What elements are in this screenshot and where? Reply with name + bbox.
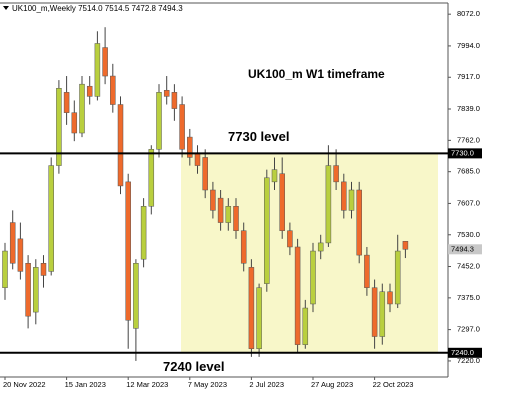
candle-body xyxy=(25,263,31,317)
candle-body xyxy=(202,157,208,191)
candle-body xyxy=(233,206,239,231)
candle-body xyxy=(264,177,270,284)
header-arrow xyxy=(3,6,9,10)
y-tick-label: 8072.0 xyxy=(457,9,480,18)
candle-body xyxy=(333,165,339,183)
candle-body xyxy=(86,85,93,97)
last-price-tag xyxy=(448,244,482,255)
x-tick-label: 15 Jan 2023 xyxy=(65,380,106,389)
candle-body xyxy=(179,104,185,150)
candle-body xyxy=(402,241,409,250)
candle-body xyxy=(287,230,293,248)
candle-body xyxy=(33,267,39,313)
candle-body xyxy=(194,153,201,166)
y-tick-label: 7685.0 xyxy=(457,167,480,176)
candle-body xyxy=(379,291,386,337)
candle-body xyxy=(17,238,24,272)
candle-body xyxy=(2,250,8,288)
y-tick-label: 7762.0 xyxy=(457,135,480,144)
candle-body xyxy=(356,189,362,256)
x-tick-label: 7 May 2023 xyxy=(188,380,227,389)
candle-body xyxy=(187,136,193,158)
candle-body xyxy=(140,206,147,260)
candle-body xyxy=(56,87,62,166)
candle-body xyxy=(156,92,162,150)
candle-body xyxy=(117,104,124,187)
chart-title: UK100_m W1 timeframe xyxy=(248,67,385,81)
candle-body xyxy=(225,206,232,223)
y-tick-label: 7839.0 xyxy=(457,104,480,113)
candle-body xyxy=(248,267,255,349)
candle-body xyxy=(9,222,16,264)
candle-body xyxy=(79,83,85,134)
y-tick-label: 7452.0 xyxy=(457,262,480,271)
candle-body xyxy=(110,75,116,105)
y-tick-label: 7607.0 xyxy=(457,198,480,207)
y-tick-label: 7375.0 xyxy=(457,293,480,302)
candle-body xyxy=(48,165,54,272)
candle-body xyxy=(171,92,178,109)
level-annotation: 7730 level xyxy=(228,129,289,144)
candle-body xyxy=(371,287,378,337)
candle-body xyxy=(210,189,216,211)
y-tick-label: 7994.0 xyxy=(457,41,480,50)
candle-body xyxy=(63,92,70,113)
candle-body xyxy=(271,169,278,183)
level-annotation: 7240 level xyxy=(163,359,224,374)
plot-layer xyxy=(2,27,409,361)
y-tick-label: 7530.0 xyxy=(457,230,480,239)
candle-body xyxy=(317,242,324,252)
candle-body xyxy=(325,165,332,244)
level-tag-label: 7730.0 xyxy=(451,148,474,157)
candle-body xyxy=(163,90,170,97)
candle-body xyxy=(387,291,393,305)
level-tag-label: 7240.0 xyxy=(451,348,474,357)
candle-body xyxy=(394,250,401,305)
candle-body xyxy=(294,246,301,345)
x-tick-label: 12 Mar 2023 xyxy=(126,380,168,389)
x-tick-label: 20 Nov 2022 xyxy=(3,380,46,389)
candle-body xyxy=(71,112,78,134)
candle-body xyxy=(302,307,309,345)
level-tag xyxy=(448,148,482,159)
x-tick-label: 22 Oct 2023 xyxy=(373,380,414,389)
candle-body xyxy=(40,263,47,276)
candle-body xyxy=(310,250,316,305)
candle-body xyxy=(217,197,224,223)
y-tick-label: 7917.0 xyxy=(457,72,480,81)
x-tick-label: 2 Jul 2023 xyxy=(249,380,284,389)
candle-body xyxy=(94,43,101,97)
candle-body xyxy=(348,189,355,211)
candle-body xyxy=(341,181,347,211)
candle-body xyxy=(279,173,285,231)
chart-header: UK100_m,Weekly 7514.0 7514.5 7472.8 7494… xyxy=(12,4,183,13)
y-tick-label: 7220.0 xyxy=(457,356,480,365)
candle-body xyxy=(133,263,139,329)
last-price-label: 7494.3 xyxy=(451,244,474,253)
candle-body xyxy=(240,230,247,264)
candle-body xyxy=(102,47,108,77)
candle-body xyxy=(125,181,131,321)
candle-body xyxy=(364,254,370,288)
y-tick-label: 7297.0 xyxy=(457,325,480,334)
x-tick-label: 27 Aug 2023 xyxy=(311,380,353,389)
candle-body xyxy=(256,287,262,349)
candle-body xyxy=(148,149,155,207)
level-tag xyxy=(448,347,482,358)
